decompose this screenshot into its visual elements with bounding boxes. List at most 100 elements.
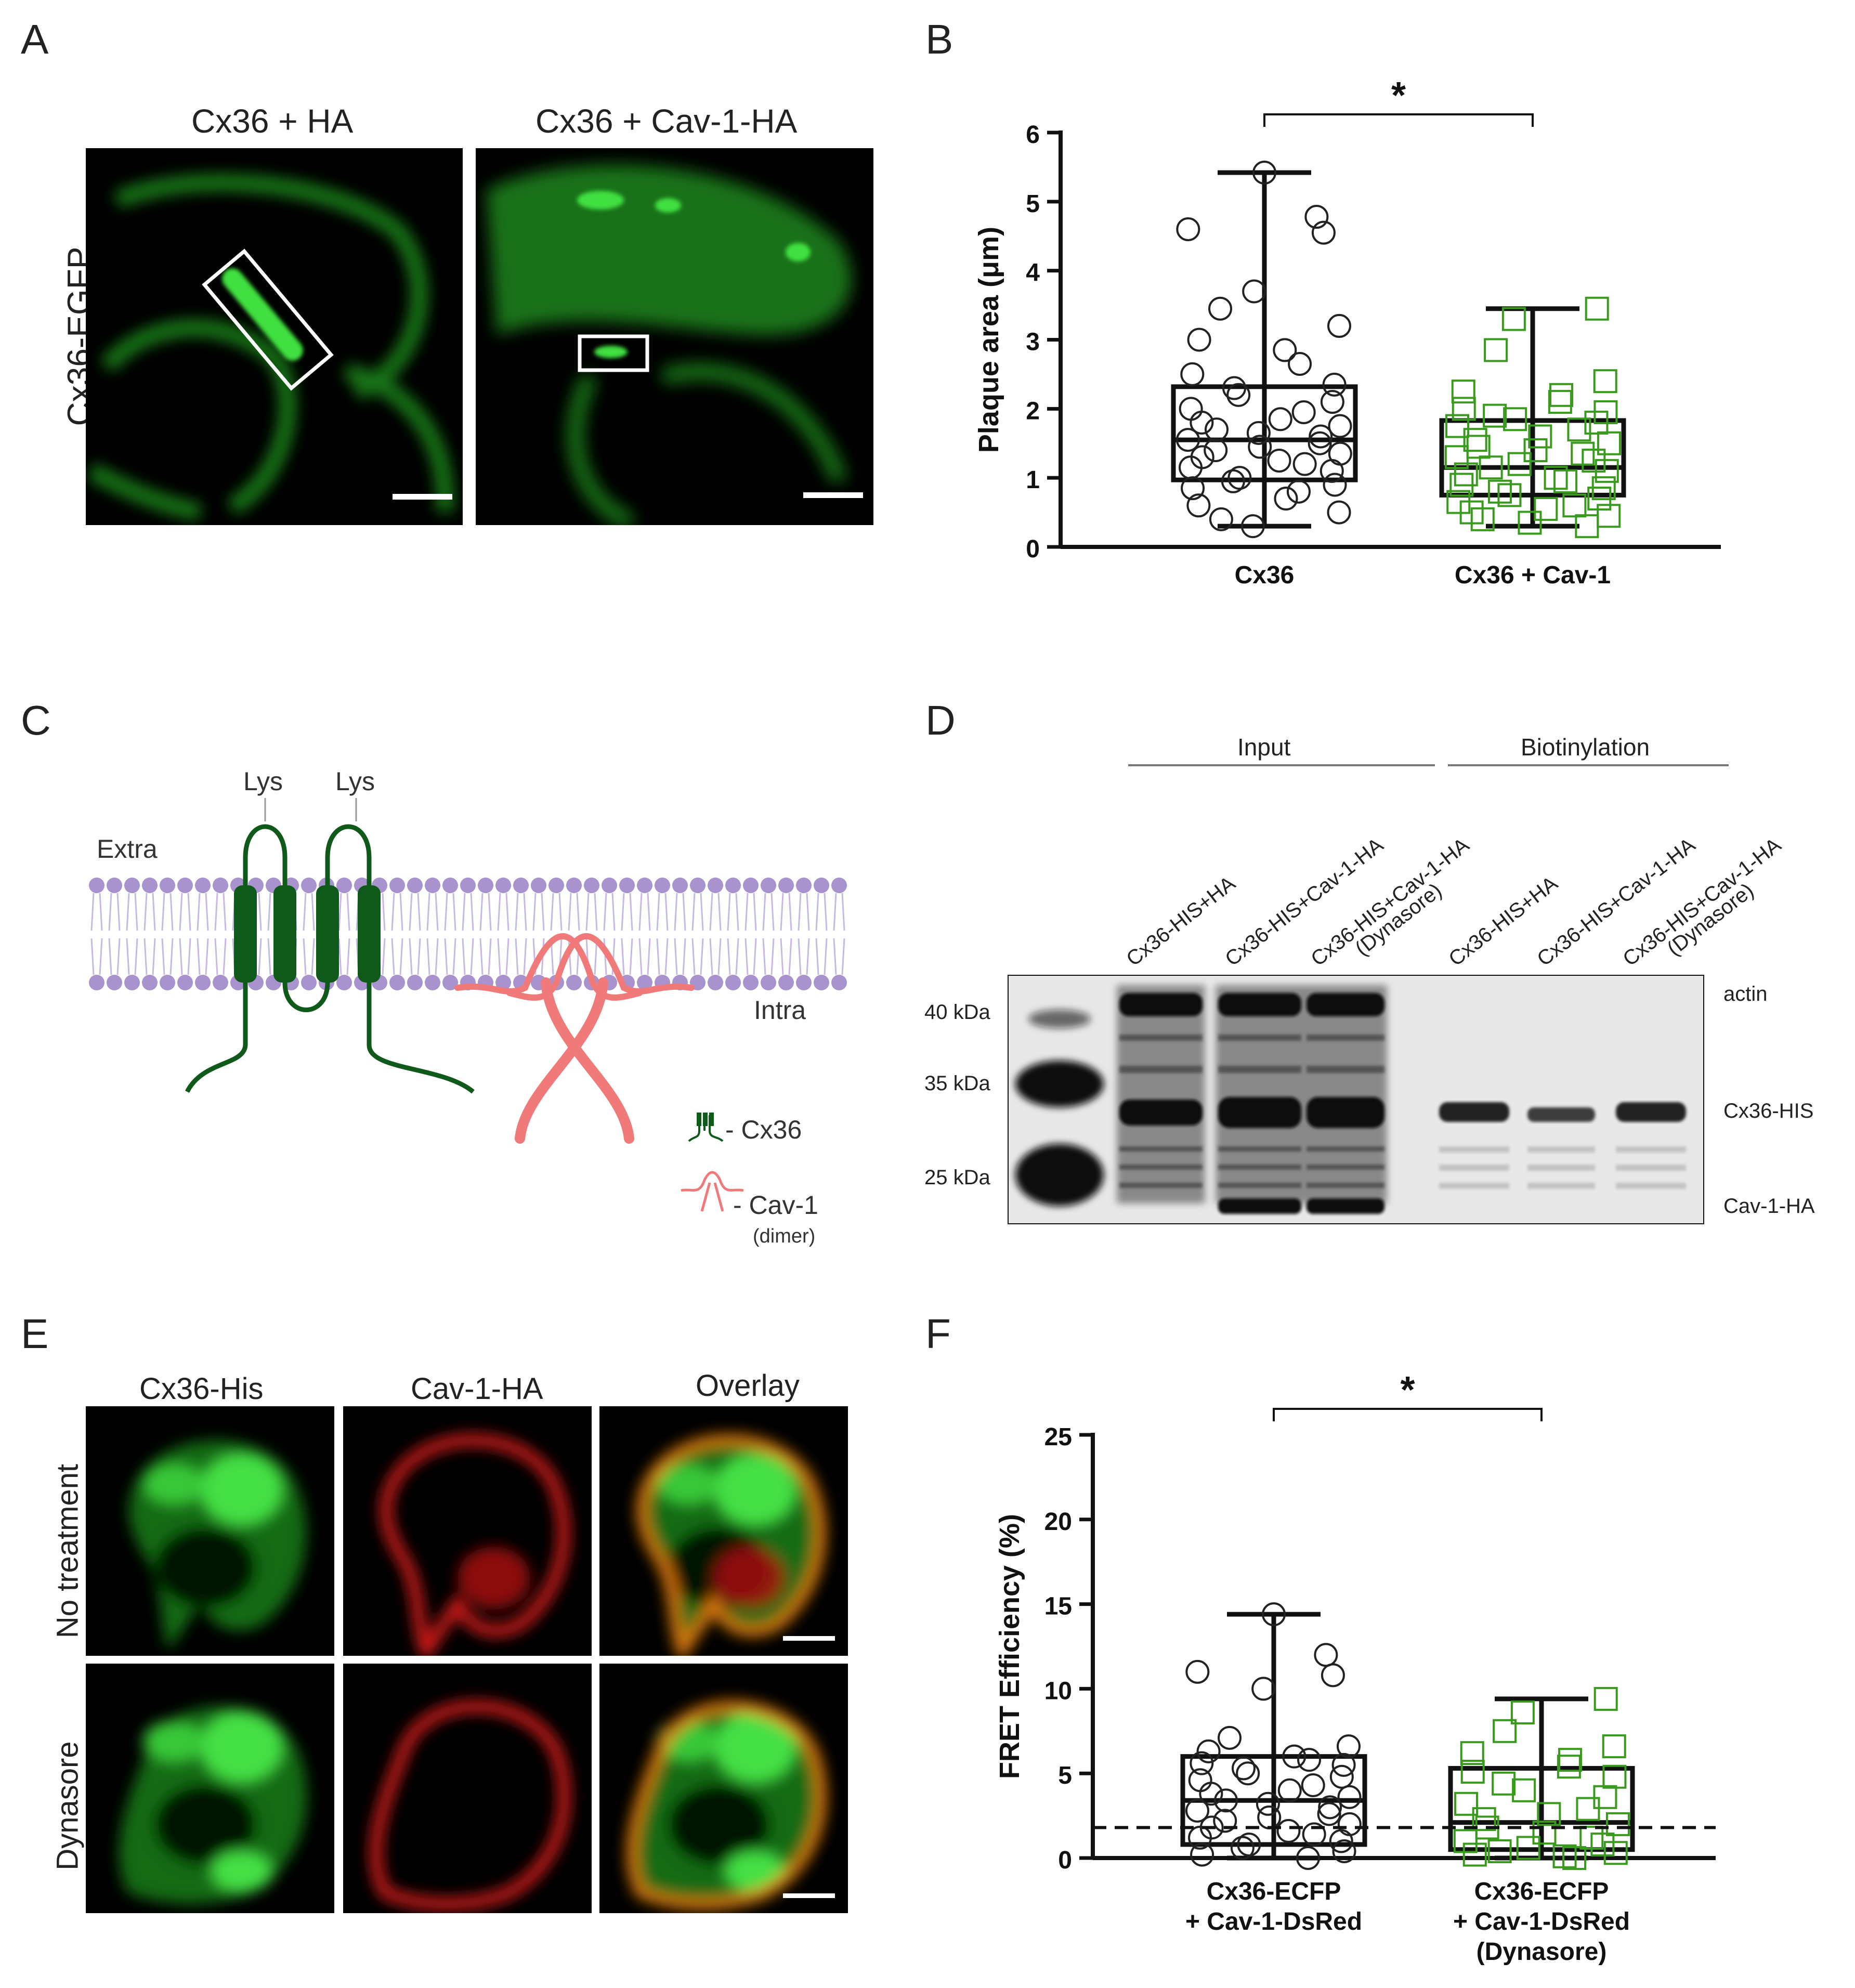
legend-cav1-sublabel: (dimer) <box>753 1225 815 1247</box>
lys-label-1: Lys <box>243 767 283 796</box>
category-label: Cx36-ECFP <box>1474 1878 1609 1905</box>
western-blot <box>1008 975 1704 1224</box>
data-point <box>1548 390 1572 414</box>
data-point <box>1553 469 1578 493</box>
data-point <box>1276 1819 1301 1843</box>
significance-star: * <box>1400 1369 1415 1411</box>
panel-a-col-label-1: Cx36 + HA <box>191 102 354 140</box>
data-point <box>1523 438 1548 463</box>
data-point <box>1221 469 1245 493</box>
micrograph-e-no-treatment-red <box>343 1406 592 1656</box>
data-point <box>1251 1677 1276 1701</box>
data-point <box>1507 452 1532 476</box>
category-label: (Dynasore) <box>1477 1938 1607 1966</box>
data-point <box>1190 410 1214 435</box>
data-point <box>1445 414 1469 438</box>
panel-e-row-label-1: No treatment <box>50 1463 85 1639</box>
y-tick-label: 5 <box>1026 190 1040 218</box>
data-point <box>1462 1842 1487 1867</box>
data-point <box>1595 459 1619 483</box>
data-point <box>1463 428 1487 452</box>
data-point <box>1593 1686 1618 1711</box>
panel-e-row-label-2: Dynasore <box>50 1741 85 1871</box>
data-point <box>1176 428 1200 452</box>
data-point <box>1337 1812 1362 1836</box>
data-point <box>1575 514 1599 539</box>
data-point <box>1248 435 1272 459</box>
data-point <box>1309 424 1333 449</box>
data-point <box>1549 383 1574 407</box>
group-line-input <box>1128 764 1435 766</box>
y-tick-label: 1 <box>1026 466 1040 494</box>
data-point <box>1510 1700 1535 1724</box>
data-point <box>1256 1791 1280 1816</box>
y-tick-label: 5 <box>1058 1762 1072 1789</box>
data-point <box>1302 1822 1326 1847</box>
data-point <box>1503 407 1527 431</box>
data-point <box>1320 459 1344 483</box>
cx36-protein <box>185 824 475 1094</box>
intra-label: Intra <box>754 996 806 1025</box>
data-point <box>1231 1756 1256 1781</box>
data-point <box>1329 1829 1353 1853</box>
data-point <box>1328 414 1352 438</box>
legend-cav1-icon <box>681 1171 744 1212</box>
data-point <box>1460 1759 1485 1784</box>
highlight-box <box>202 248 334 391</box>
data-point <box>1562 493 1587 518</box>
group-line-biotinylation <box>1448 764 1729 766</box>
data-point <box>1493 1719 1517 1743</box>
data-point <box>1318 1795 1342 1820</box>
y-tick-label: 2 <box>1026 397 1040 425</box>
panel-a-col-label-2: Cx36 + Cav-1-HA <box>535 102 798 140</box>
legend-cx36-icon <box>688 1113 724 1142</box>
box <box>1171 384 1358 482</box>
data-point <box>1282 1744 1307 1769</box>
data-point <box>1484 338 1508 362</box>
data-point <box>1188 1825 1212 1850</box>
data-point <box>1337 1785 1362 1809</box>
data-point <box>1186 493 1211 518</box>
band-label-cav1-ha: Cav-1-HA <box>1723 1195 1815 1218</box>
data-point <box>1301 1773 1325 1797</box>
highlight-box <box>578 334 649 372</box>
data-point <box>1262 1602 1286 1627</box>
y-tick-label: 10 <box>1044 1677 1072 1705</box>
data-point <box>1277 1778 1302 1802</box>
chart-b: 0 1 2 3 4 5 6 Plaque area (μm) Cx36 Cx36 + Cav-1 * <box>977 75 1721 589</box>
data-point <box>1605 1812 1630 1836</box>
data-point <box>1321 1663 1345 1688</box>
data-point <box>1199 1782 1223 1806</box>
data-point <box>1497 483 1522 507</box>
data-point <box>1470 507 1495 531</box>
legend-cav1-label: - Cav-1 <box>733 1191 818 1220</box>
data-point <box>1449 473 1474 497</box>
data-point <box>1314 1643 1338 1667</box>
lane-labels: Cx36-HIS+HA Cx36-HIS+Cav-1-HA Cx36-HIS+C… <box>1122 833 1785 971</box>
legend-cx36-label: - Cx36 <box>725 1115 802 1144</box>
membrane-diagram: Extra Intra Lys Lys - Cx36 - Cav-1 (dime… <box>89 767 847 1247</box>
data-point <box>1218 1725 1242 1750</box>
data-point <box>1487 1839 1512 1863</box>
group-label-biotinylation: Biotinylation <box>1521 734 1650 761</box>
band-label-cx36-his: Cx36-HIS <box>1723 1100 1814 1122</box>
category-label: + Cav-1-DsRed <box>1453 1908 1630 1935</box>
y-axis-label: FRET Efficiency (%) <box>994 1514 1025 1779</box>
data-point <box>1240 514 1265 539</box>
data-point <box>1196 1739 1221 1763</box>
cav1-dimer <box>454 933 695 1144</box>
panel-letter-b: B <box>925 16 953 62</box>
data-point <box>1213 1809 1237 1833</box>
y-tick-label: 25 <box>1044 1423 1072 1451</box>
data-point <box>1528 424 1552 449</box>
data-point <box>1292 452 1317 476</box>
data-point <box>1297 1748 1322 1772</box>
micrograph-a-cx36-ha <box>86 148 463 525</box>
y-tick-label: 15 <box>1044 1593 1072 1620</box>
data-point <box>1288 351 1312 376</box>
data-point <box>1226 383 1251 407</box>
data-point <box>1205 417 1229 442</box>
data-point <box>1512 1778 1536 1802</box>
data-point <box>1190 1751 1214 1775</box>
data-point <box>1567 417 1591 442</box>
